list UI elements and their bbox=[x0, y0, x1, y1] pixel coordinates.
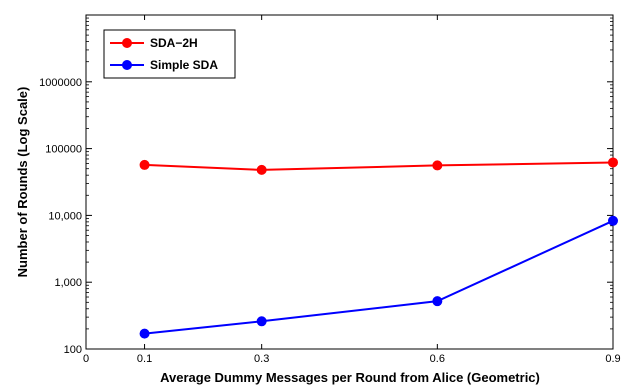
legend: SDA−2H Simple SDA bbox=[103, 29, 236, 79]
data-point bbox=[608, 215, 618, 226]
y-tick-label: 1,000 bbox=[54, 277, 82, 289]
y-tick-label: 100000 bbox=[45, 144, 82, 156]
y-tick-label: 1000000 bbox=[39, 77, 82, 89]
data-point bbox=[139, 159, 150, 170]
data-point bbox=[608, 157, 618, 168]
x-tick-label: 0.3 bbox=[254, 353, 269, 365]
y-tick-label: 10,000 bbox=[48, 210, 82, 222]
data-point bbox=[432, 160, 443, 171]
y-tick-label: 100 bbox=[64, 344, 82, 356]
x-tick-label: 0 bbox=[83, 353, 89, 365]
legend-marker bbox=[122, 38, 132, 48]
data-point bbox=[139, 328, 150, 339]
series-line-1 bbox=[144, 161, 614, 171]
x-tick-label: 0.6 bbox=[430, 353, 445, 365]
data-point bbox=[432, 296, 443, 307]
x-axis-ticks: 0 0.1 0.3 0.6 0.9 bbox=[83, 15, 621, 365]
legend-label: Simple SDA bbox=[150, 58, 218, 72]
x-axis-label: Average Dummy Messages per Round from Al… bbox=[160, 370, 540, 385]
legend-marker bbox=[122, 60, 132, 70]
series-layer bbox=[139, 157, 618, 339]
x-tick-label: 0.1 bbox=[137, 353, 152, 365]
series-line-2 bbox=[144, 219, 614, 335]
x-tick-label: 0.9 bbox=[605, 353, 620, 365]
data-point bbox=[256, 164, 267, 175]
data-point bbox=[256, 316, 267, 327]
legend-box bbox=[103, 29, 236, 79]
y-axis-ticks: 100 1,000 10,000 100000 1000000 bbox=[39, 17, 613, 356]
legend-label: SDA−2H bbox=[150, 36, 198, 50]
y-axis-label: Number of Rounds (Log Scale) bbox=[15, 87, 30, 278]
